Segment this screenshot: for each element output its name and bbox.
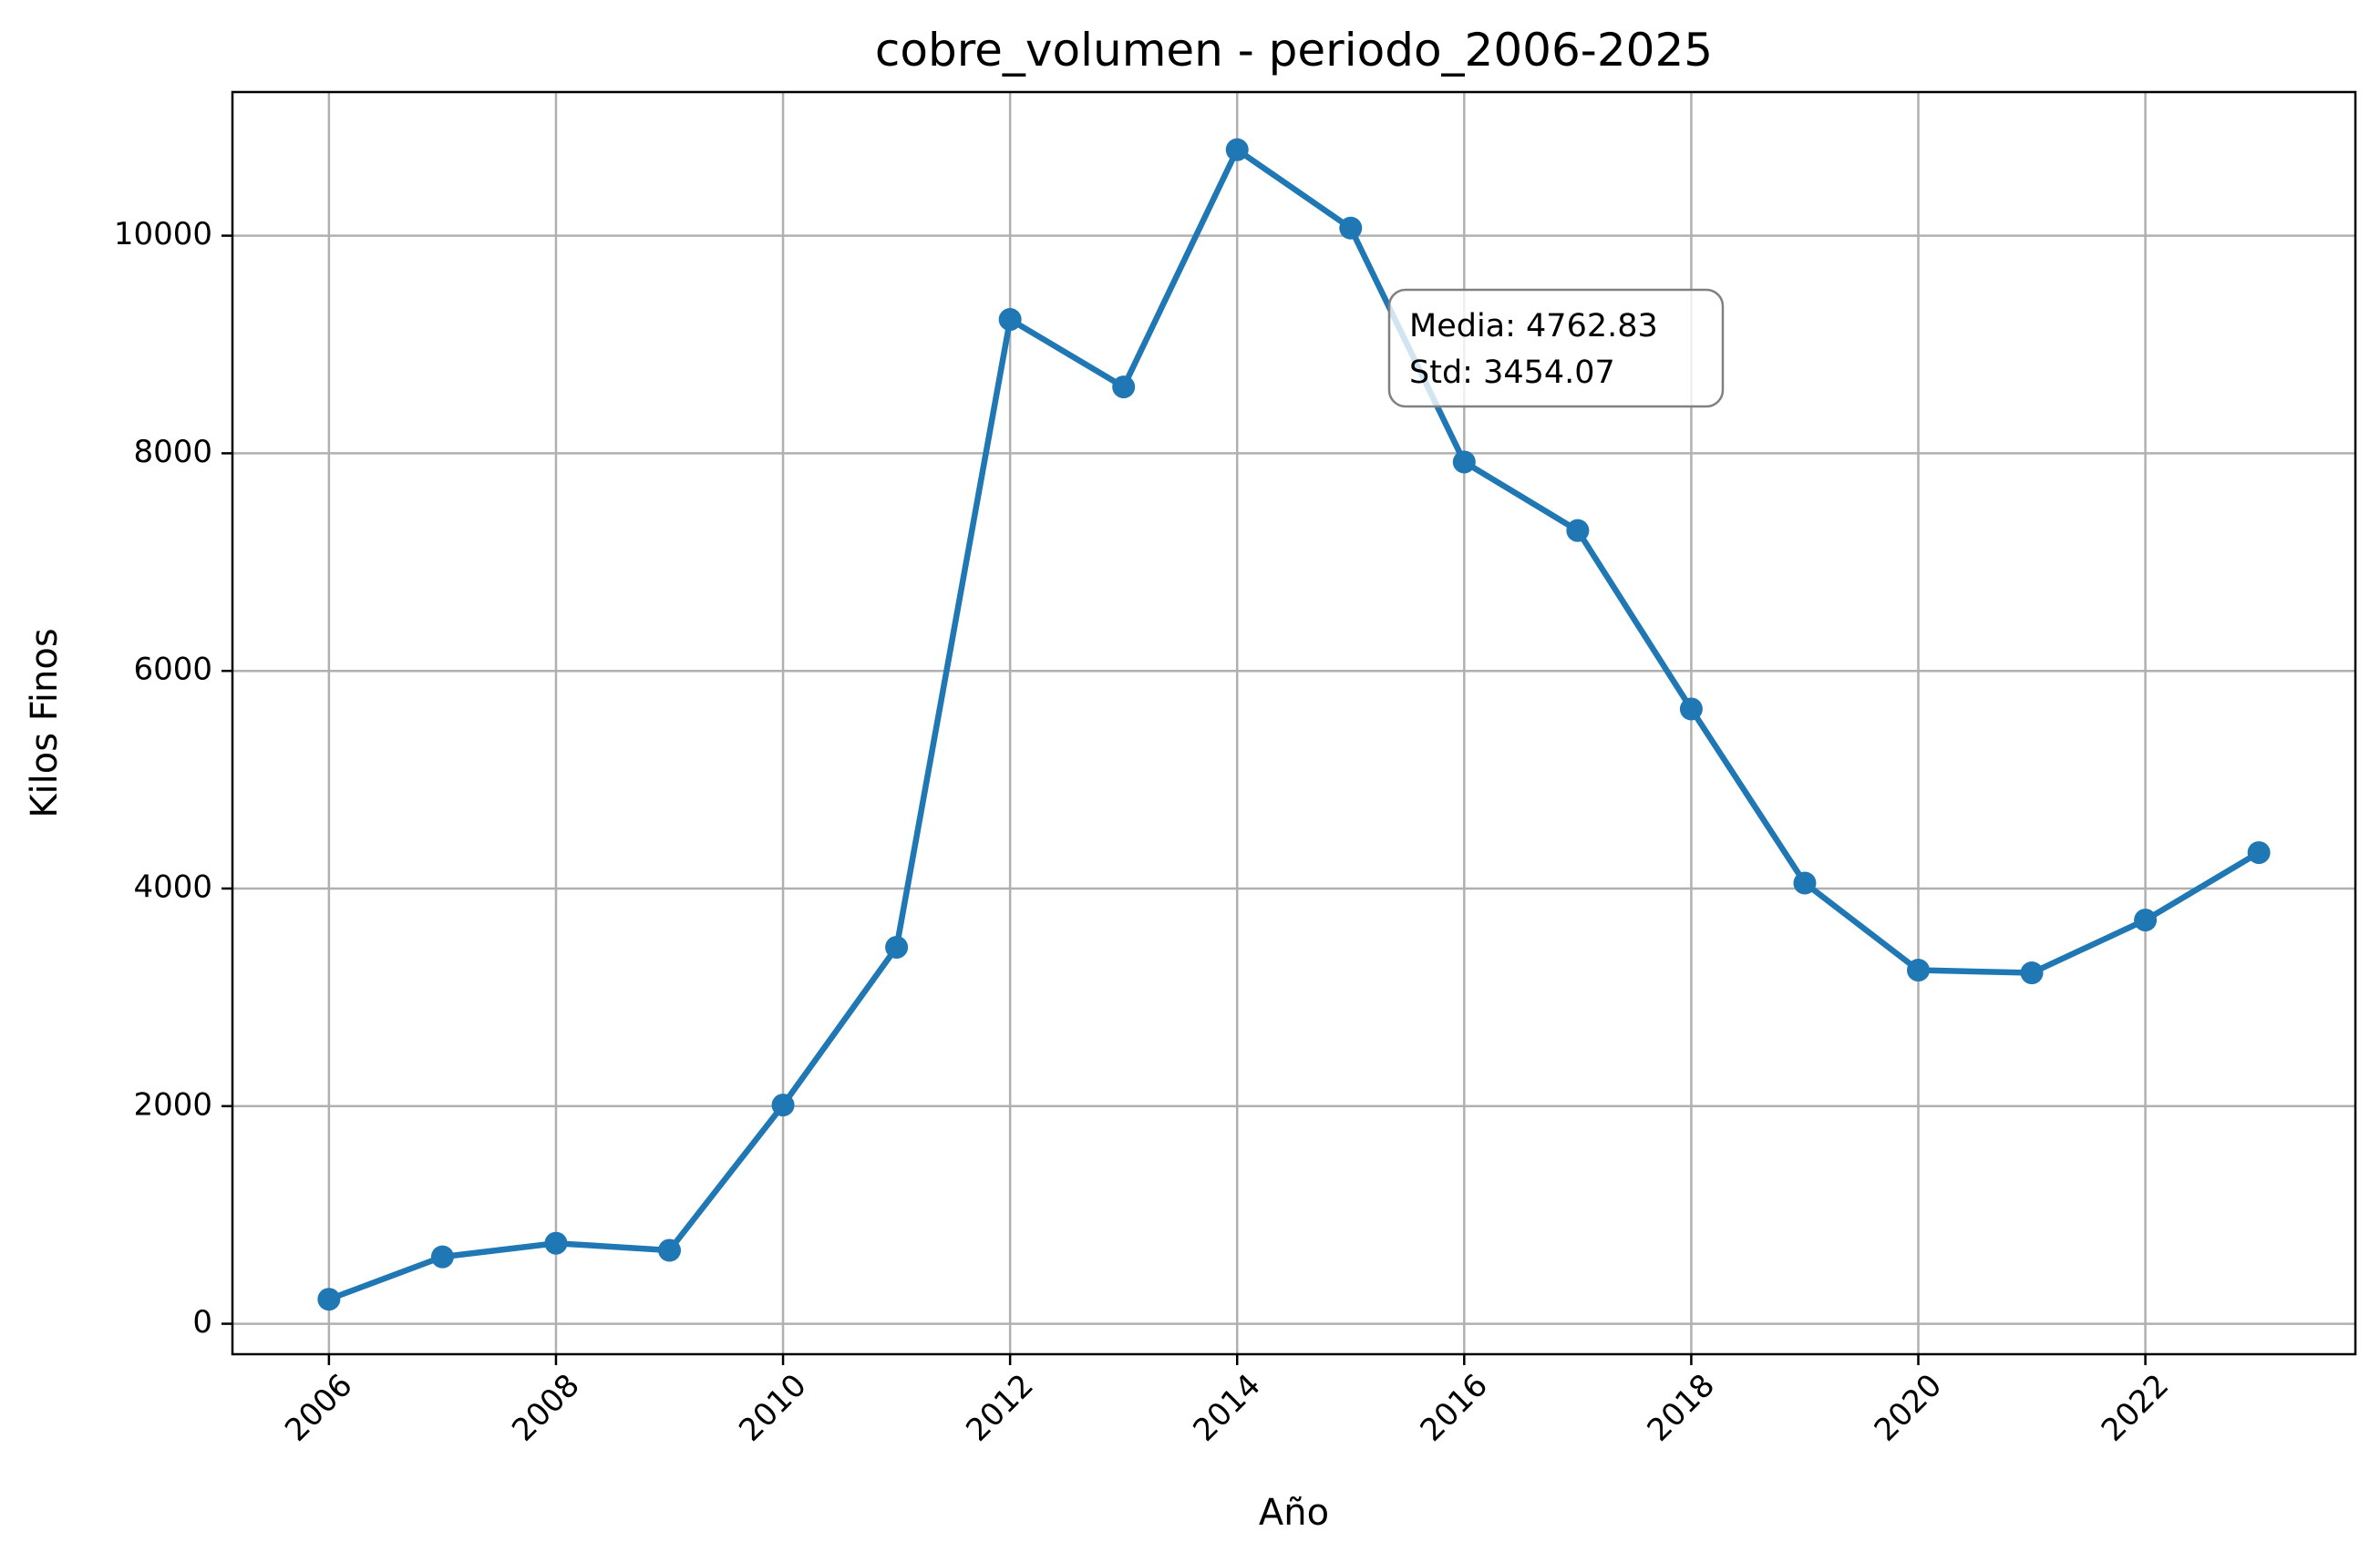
stats-annotation: Media: 4762.83 Std: 3454.07 [1387,288,1725,408]
y-tick-label: 4000 [133,868,212,905]
series-line [325,147,2262,1302]
data-point [1679,697,1703,721]
y-tick-label: 0 [192,1304,212,1341]
data-point [885,935,909,959]
annotation-box [1387,288,1725,408]
y-tick-label: 8000 [133,434,212,470]
data-point [1225,138,1249,161]
data-point [1907,959,1930,982]
data-point [771,1094,795,1117]
y-tick-label: 6000 [133,652,212,688]
data-series [317,138,2271,1311]
data-point [1339,216,1363,240]
annotation-std: Std: 3454.07 [1409,355,1615,391]
data-point [1566,519,1590,542]
y-axis-label: Kilos Finos [24,628,66,817]
plot-frame [231,90,2357,1356]
data-point [2020,961,2044,985]
data-point [544,1231,568,1255]
chart-title: cobre_volumen - periodo_2006-2025 [875,24,1713,77]
data-point [317,1288,341,1311]
y-tick-label: 10000 [114,216,212,252]
data-point [2134,909,2158,932]
data-point [2247,841,2271,865]
annotation-mean: Media: 4762.83 [1409,308,1658,344]
data-point [658,1238,681,1262]
x-axis-label: Año [1259,1492,1329,1534]
data-point [430,1245,454,1269]
y-tick-label: 2000 [133,1086,212,1123]
data-point [1793,871,1817,895]
data-point [998,308,1022,332]
data-point [1112,375,1136,399]
data-point [1452,450,1476,474]
